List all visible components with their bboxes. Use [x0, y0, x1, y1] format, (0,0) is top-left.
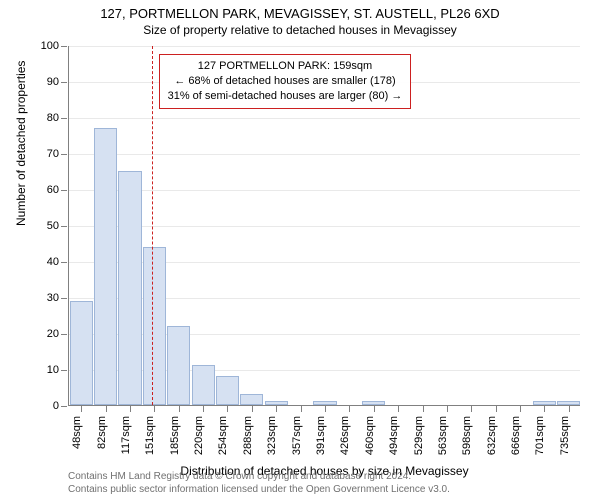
x-tick — [301, 406, 302, 412]
x-tick — [447, 406, 448, 412]
x-tick — [179, 406, 180, 412]
x-tick — [520, 406, 521, 412]
x-tick — [252, 406, 253, 412]
page-title: 127, PORTMELLON PARK, MEVAGISSEY, ST. AU… — [0, 0, 600, 21]
y-axis-label: Number of detached properties — [14, 61, 28, 226]
histogram-bar — [533, 401, 556, 405]
histogram-bar — [94, 128, 117, 405]
y-tick-label: 50 — [47, 220, 59, 232]
histogram-bar — [313, 401, 336, 405]
annotation-line: 127 PORTMELLON PARK: 159sqm — [168, 59, 403, 74]
histogram-bar — [167, 326, 190, 405]
y-tick — [61, 262, 67, 263]
x-tick — [276, 406, 277, 412]
footer-line-2: Contains public sector information licen… — [68, 483, 450, 496]
annotation-box: 127 PORTMELLON PARK: 159sqm← 68% of deta… — [159, 54, 412, 109]
gridline — [69, 118, 580, 119]
footer-line-1: Contains HM Land Registry data © Crown c… — [68, 470, 450, 483]
y-tick-label: 90 — [47, 76, 59, 88]
y-tick — [61, 334, 67, 335]
y-tick-label: 70 — [47, 148, 59, 160]
x-tick — [227, 406, 228, 412]
histogram-bar — [240, 394, 263, 405]
y-tick-label: 10 — [47, 364, 59, 376]
x-tick — [154, 406, 155, 412]
y-tick-label: 40 — [47, 256, 59, 268]
gridline — [69, 226, 580, 227]
histogram-bar — [192, 365, 215, 405]
histogram-bar — [118, 171, 141, 405]
x-tick — [81, 406, 82, 412]
x-tick — [325, 406, 326, 412]
y-tick — [61, 226, 67, 227]
y-tick — [61, 298, 67, 299]
y-tick-label: 80 — [47, 112, 59, 124]
reference-line — [152, 46, 153, 405]
y-tick-label: 100 — [41, 40, 59, 52]
x-tick — [471, 406, 472, 412]
x-tick — [496, 406, 497, 412]
x-tick — [398, 406, 399, 412]
x-tick — [130, 406, 131, 412]
y-tick — [61, 406, 67, 407]
x-tick — [544, 406, 545, 412]
histogram-bar — [216, 376, 239, 405]
y-tick — [61, 154, 67, 155]
gridline — [69, 190, 580, 191]
chart-area: 010203040506070809010048sqm82sqm117sqm15… — [68, 46, 580, 406]
y-tick-label: 20 — [47, 328, 59, 340]
x-tick — [106, 406, 107, 412]
y-tick — [61, 190, 67, 191]
x-tick — [203, 406, 204, 412]
annotation-line: 31% of semi-detached houses are larger (… — [168, 89, 403, 104]
y-tick — [61, 82, 67, 83]
y-tick-label: 30 — [47, 292, 59, 304]
footer-attribution: Contains HM Land Registry data © Crown c… — [68, 470, 450, 496]
x-tick — [423, 406, 424, 412]
histogram-bar — [265, 401, 288, 405]
plot-region: 010203040506070809010048sqm82sqm117sqm15… — [68, 46, 580, 406]
gridline — [69, 154, 580, 155]
annotation-line: ← 68% of detached houses are smaller (17… — [168, 74, 403, 89]
y-tick — [61, 370, 67, 371]
histogram-bar — [143, 247, 166, 405]
histogram-bar — [557, 401, 580, 405]
y-tick-label: 0 — [53, 400, 59, 412]
gridline — [69, 46, 580, 47]
x-tick — [349, 406, 350, 412]
x-tick — [374, 406, 375, 412]
histogram-bar — [362, 401, 385, 405]
y-tick-label: 60 — [47, 184, 59, 196]
histogram-bar — [70, 301, 93, 405]
y-tick — [61, 46, 67, 47]
page-subtitle: Size of property relative to detached ho… — [0, 21, 600, 37]
x-tick — [569, 406, 570, 412]
y-tick — [61, 118, 67, 119]
